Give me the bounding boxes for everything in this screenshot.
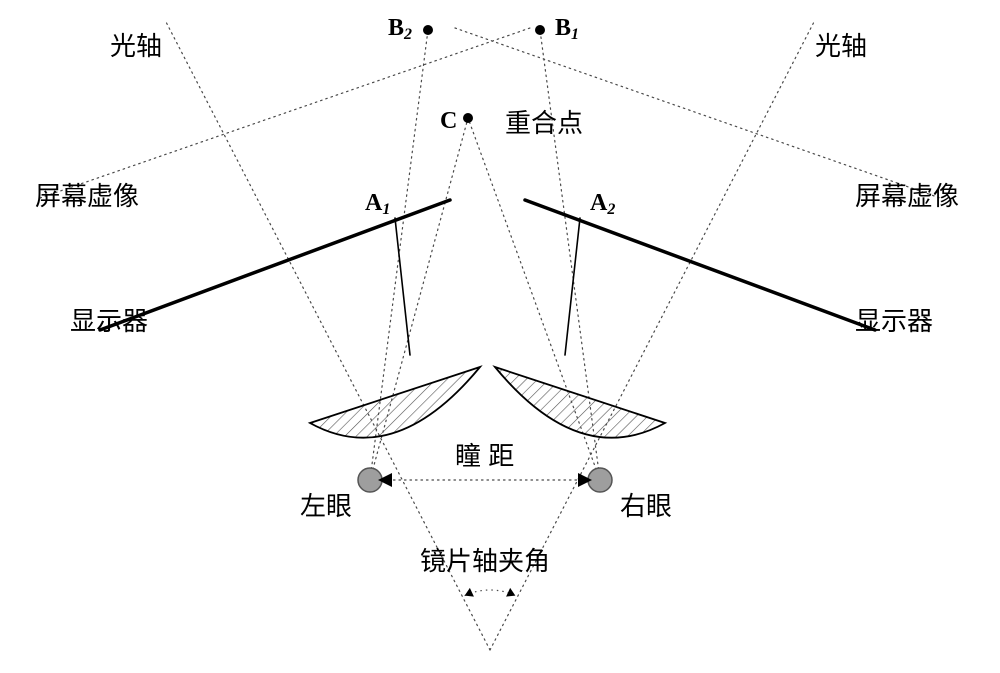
label-optical_axis_R: 光轴: [815, 31, 867, 61]
label-optical_axis_L: 光轴: [110, 31, 162, 61]
label-virtual_R: 屏幕虚像: [855, 181, 959, 211]
label-coincide: 重合点: [505, 108, 583, 138]
label-ipd: 瞳 距: [455, 441, 514, 471]
point-B1: [535, 25, 545, 35]
point-B2: [423, 25, 433, 35]
label-reye: 右眼: [620, 491, 672, 521]
label-display_L: 显示器: [70, 306, 148, 336]
label-display_R: 显示器: [855, 306, 933, 336]
label-C: C: [440, 108, 457, 134]
optics-diagram: 光轴光轴屏幕虚像屏幕虚像显示器显示器重合点瞳 距左眼右眼镜片轴夹角B2B1CA1…: [0, 0, 1000, 673]
label-leye: 左眼: [300, 491, 352, 521]
point-C: [463, 113, 473, 123]
label-angle: 镜片轴夹角: [420, 546, 550, 576]
label-virtual_L: 屏幕虚像: [35, 181, 139, 211]
